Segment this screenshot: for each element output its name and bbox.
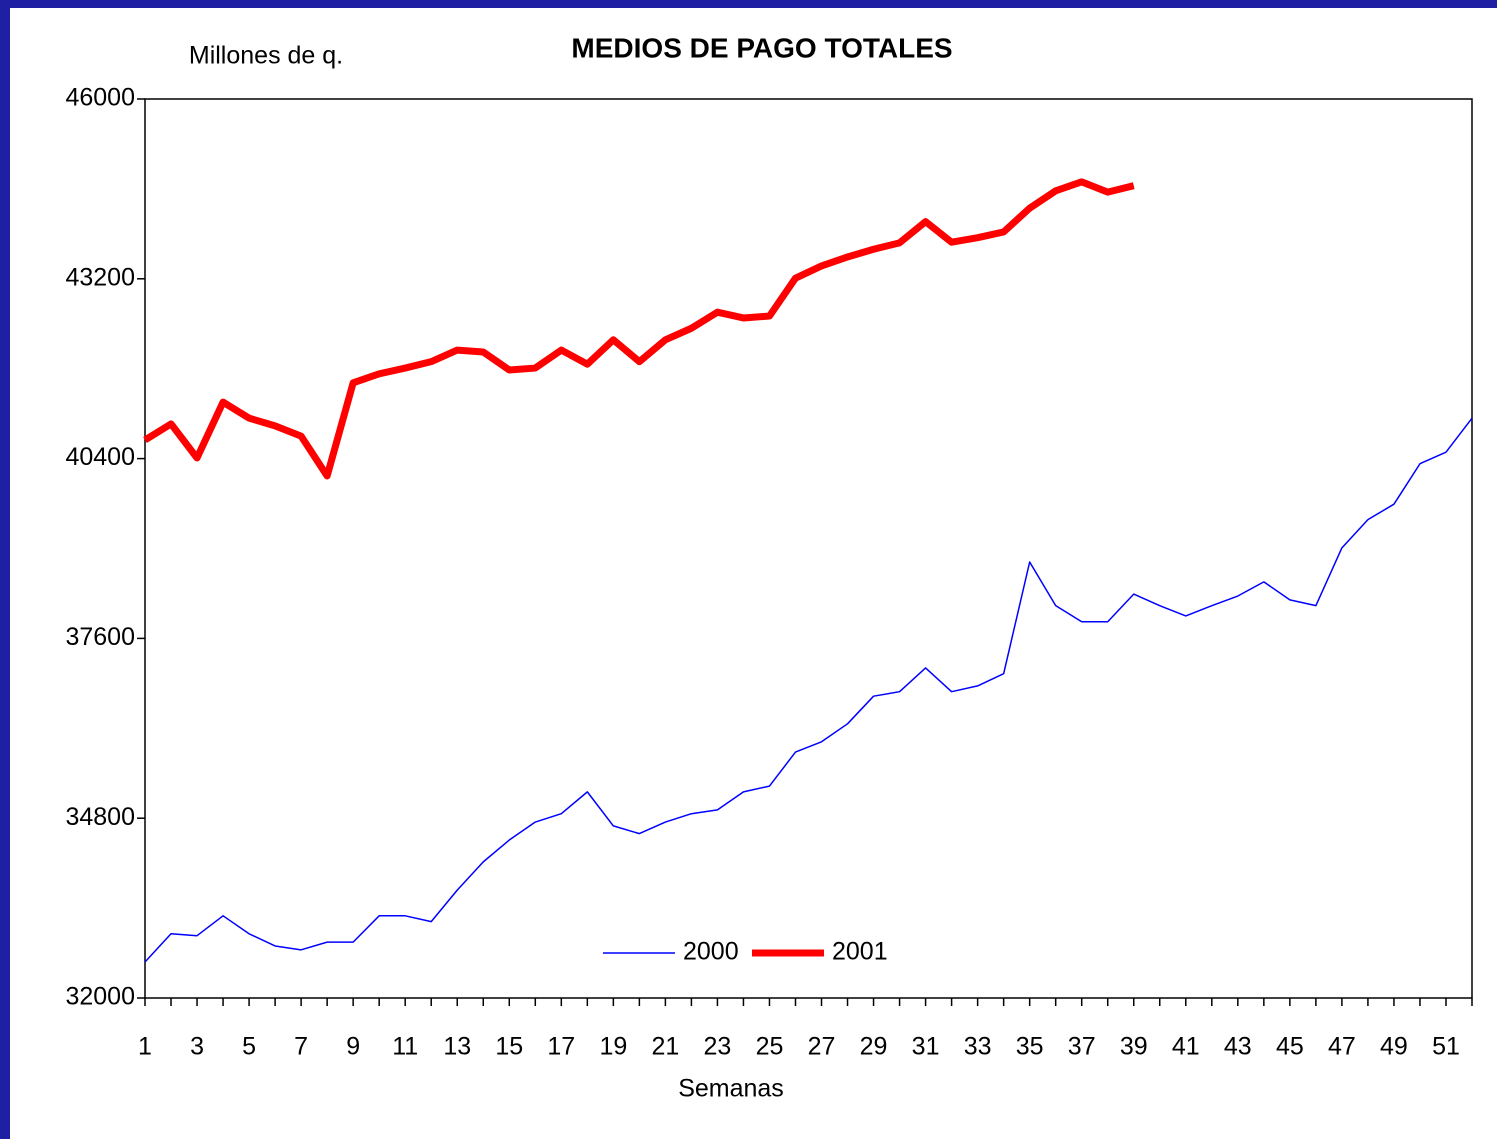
x-tick-label: 33 (964, 1033, 992, 1061)
x-tick-label: 11 (392, 1033, 418, 1061)
x-tick-label: 41 (1172, 1033, 1200, 1061)
x-tick-label: 21 (651, 1033, 679, 1061)
x-tick-label: 35 (1016, 1033, 1044, 1061)
x-tick-label: 3 (190, 1033, 204, 1061)
x-tick-label: 29 (860, 1033, 888, 1061)
x-tick-label: 43 (1224, 1033, 1252, 1061)
x-tick-label: 1 (138, 1033, 152, 1061)
x-tick-label: 23 (704, 1033, 732, 1061)
x-tick-label: 45 (1276, 1033, 1304, 1061)
x-tick-label: 19 (599, 1033, 627, 1061)
chart-title: MEDIOS DE PAGO TOTALES (571, 32, 952, 63)
x-tick-label: 25 (756, 1033, 784, 1061)
x-tick-label: 15 (495, 1033, 523, 1061)
y-tick-label: 32000 (65, 983, 135, 1011)
x-tick-label: 51 (1432, 1033, 1460, 1061)
y-tick-label: 46000 (65, 84, 135, 112)
x-tick-label: 7 (294, 1033, 308, 1061)
x-tick-label: 5 (242, 1033, 256, 1061)
y-tick-label: 34800 (65, 803, 135, 831)
y-tick-label: 43200 (65, 263, 135, 291)
x-tick-label: 27 (808, 1033, 836, 1061)
series-line (144, 417, 1473, 963)
x-tick-label: 9 (346, 1033, 360, 1061)
legend-label: 2000 (683, 938, 739, 966)
series-line (143, 178, 1135, 480)
y-tick-label: 37600 (65, 623, 135, 651)
x-tick-label: 13 (443, 1033, 471, 1061)
x-tick-label: 37 (1068, 1033, 1096, 1061)
chart-panel (10, 8, 1497, 1139)
x-axis-label: Semanas (678, 1075, 784, 1103)
x-tick-label: 39 (1120, 1033, 1148, 1061)
x-tick-label: 49 (1380, 1033, 1408, 1061)
y-axis-label: Millones de q. (189, 42, 343, 70)
x-tick-label: 47 (1328, 1033, 1356, 1061)
plot-frame (144, 98, 1473, 999)
y-tick-label: 40400 (65, 443, 135, 471)
x-tick-label: 17 (547, 1033, 575, 1061)
x-tick-label: 31 (912, 1033, 940, 1061)
legend-label: 2001 (832, 938, 888, 966)
